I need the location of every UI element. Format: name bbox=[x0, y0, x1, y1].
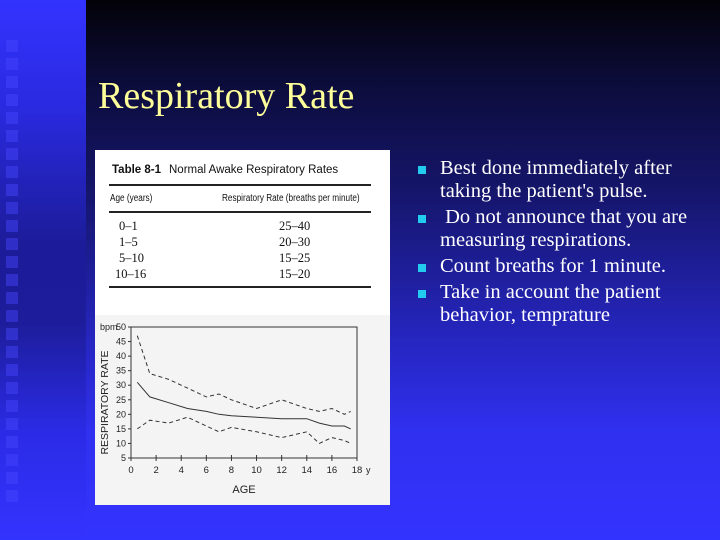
bullet-item: Count breaths for 1 minute. bbox=[410, 255, 720, 278]
bullet-text: Take in account the patient behavior, te… bbox=[440, 281, 661, 326]
side-decor-strip bbox=[0, 0, 86, 540]
respiratory-rates-table: Table 8-1 Normal Awake Respiratory Rates … bbox=[95, 150, 390, 315]
y-tick-label: 45 bbox=[116, 337, 126, 347]
square-bullet-icon bbox=[418, 290, 426, 298]
x-tick-label: 0 bbox=[128, 465, 133, 476]
x-tick-label: 4 bbox=[179, 465, 184, 476]
x-tick-label: 16 bbox=[327, 465, 338, 476]
x-tick-label: 14 bbox=[301, 465, 312, 476]
decor-square bbox=[6, 364, 18, 376]
decor-square bbox=[6, 436, 18, 448]
decor-square bbox=[6, 58, 18, 70]
decor-square bbox=[6, 112, 18, 124]
decor-square bbox=[6, 202, 18, 214]
decor-square bbox=[6, 220, 18, 232]
decor-square bbox=[6, 256, 18, 268]
square-bullet-icon bbox=[418, 264, 426, 272]
table-cell-age: 10–16 bbox=[115, 267, 147, 281]
table-label: Table 8-1 bbox=[112, 164, 161, 176]
table-cell-age: 5–10 bbox=[119, 251, 144, 265]
y-tick-label: 15 bbox=[116, 424, 126, 434]
y-unit-label: bpm bbox=[100, 322, 118, 332]
y-tick-label: 35 bbox=[116, 366, 126, 376]
bullet-item: Take in account the patient behavior, te… bbox=[410, 281, 720, 327]
decor-square bbox=[6, 346, 18, 358]
square-bullet-icon bbox=[418, 215, 426, 223]
table-header-age: Age (years) bbox=[110, 193, 153, 204]
table-rule-header bbox=[109, 211, 371, 213]
chart-frame bbox=[130, 326, 358, 459]
decor-square bbox=[6, 400, 18, 412]
bullet-item: Do not announce that you are measuring r… bbox=[410, 206, 720, 252]
decor-square bbox=[6, 310, 18, 322]
series-line-lower bbox=[137, 416, 351, 444]
decor-square bbox=[6, 238, 18, 250]
square-bullet-icon bbox=[418, 166, 426, 174]
decor-square bbox=[6, 274, 18, 286]
table-caption: Table 8-1 Normal Awake Respiratory Rates bbox=[112, 164, 338, 176]
y-axis-title: RESPIRATORY RATE bbox=[99, 350, 111, 454]
decor-square bbox=[6, 184, 18, 196]
slide-title: Respiratory Rate bbox=[98, 75, 355, 117]
respiratory-figure: Table 8-1 Normal Awake Respiratory Rates … bbox=[95, 150, 390, 505]
x-tick-label: 2 bbox=[153, 465, 158, 476]
decor-square bbox=[6, 130, 18, 142]
y-tick-label: 20 bbox=[116, 409, 126, 419]
x-tick-label: 12 bbox=[276, 465, 287, 476]
y-tick-label: 30 bbox=[116, 380, 126, 390]
table-cell-rate: 15–20 bbox=[279, 267, 311, 281]
decor-square bbox=[6, 328, 18, 340]
y-tick-label: 25 bbox=[116, 395, 126, 405]
table-caption-text: Normal Awake Respiratory Rates bbox=[169, 164, 339, 176]
side-decor-squares bbox=[6, 40, 18, 508]
bullet-item: Best done immediately after taking the p… bbox=[410, 157, 720, 203]
x-axis-title: AGE bbox=[232, 484, 255, 496]
table-rule-top bbox=[109, 184, 371, 186]
table-header-rate: Respiratory Rate (breaths per minute) bbox=[222, 193, 360, 204]
y-tick-label: 40 bbox=[116, 351, 126, 361]
decor-square bbox=[6, 76, 18, 88]
x-tick-label: 6 bbox=[204, 465, 209, 476]
decor-square bbox=[6, 148, 18, 160]
series-line-upper bbox=[136, 335, 351, 415]
table-cell-age: 0–1 bbox=[119, 219, 138, 233]
chart-canvas: 5 10 15 20 25 30 35 40 45 50 0 2 4 6 8 10 12 14 16 18 bpm y AG… bbox=[99, 322, 371, 496]
bullet-text: Best done immediately after taking the p… bbox=[440, 157, 672, 202]
decor-square bbox=[6, 490, 18, 502]
decor-square bbox=[6, 292, 18, 304]
bullet-text: Do not announce that you are measuring r… bbox=[440, 206, 693, 251]
y-tick-label: 5 bbox=[121, 453, 126, 463]
x-unit-label: y bbox=[366, 465, 371, 475]
respiratory-rate-chart: 5 10 15 20 25 30 35 40 45 50 0 2 4 6 8 10 12 14 16 18 bpm y AG… bbox=[95, 315, 390, 505]
decor-square bbox=[6, 454, 18, 466]
x-tick-label: 8 bbox=[229, 465, 234, 476]
y-tick-label: 10 bbox=[116, 438, 126, 448]
x-tick-label: 10 bbox=[251, 465, 262, 476]
x-tick-label: 18 bbox=[352, 465, 363, 476]
decor-square bbox=[6, 94, 18, 106]
bullet-text: Count breaths for 1 minute. bbox=[440, 255, 667, 277]
decor-square bbox=[6, 40, 18, 52]
table-cell-rate: 20–30 bbox=[279, 235, 311, 249]
table-cell-age: 1–5 bbox=[119, 235, 138, 249]
decor-square bbox=[6, 472, 18, 484]
bullet-list: Best done immediately after taking the p… bbox=[410, 157, 720, 330]
table-rule-bottom bbox=[109, 286, 371, 288]
table-cell-rate: 25–40 bbox=[279, 219, 311, 233]
y-tick-label: 50 bbox=[116, 322, 126, 332]
series-line-mean bbox=[136, 381, 351, 430]
decor-square bbox=[6, 166, 18, 178]
decor-square bbox=[6, 382, 18, 394]
table-cell-rate: 15–25 bbox=[279, 251, 311, 265]
decor-square bbox=[6, 418, 18, 430]
